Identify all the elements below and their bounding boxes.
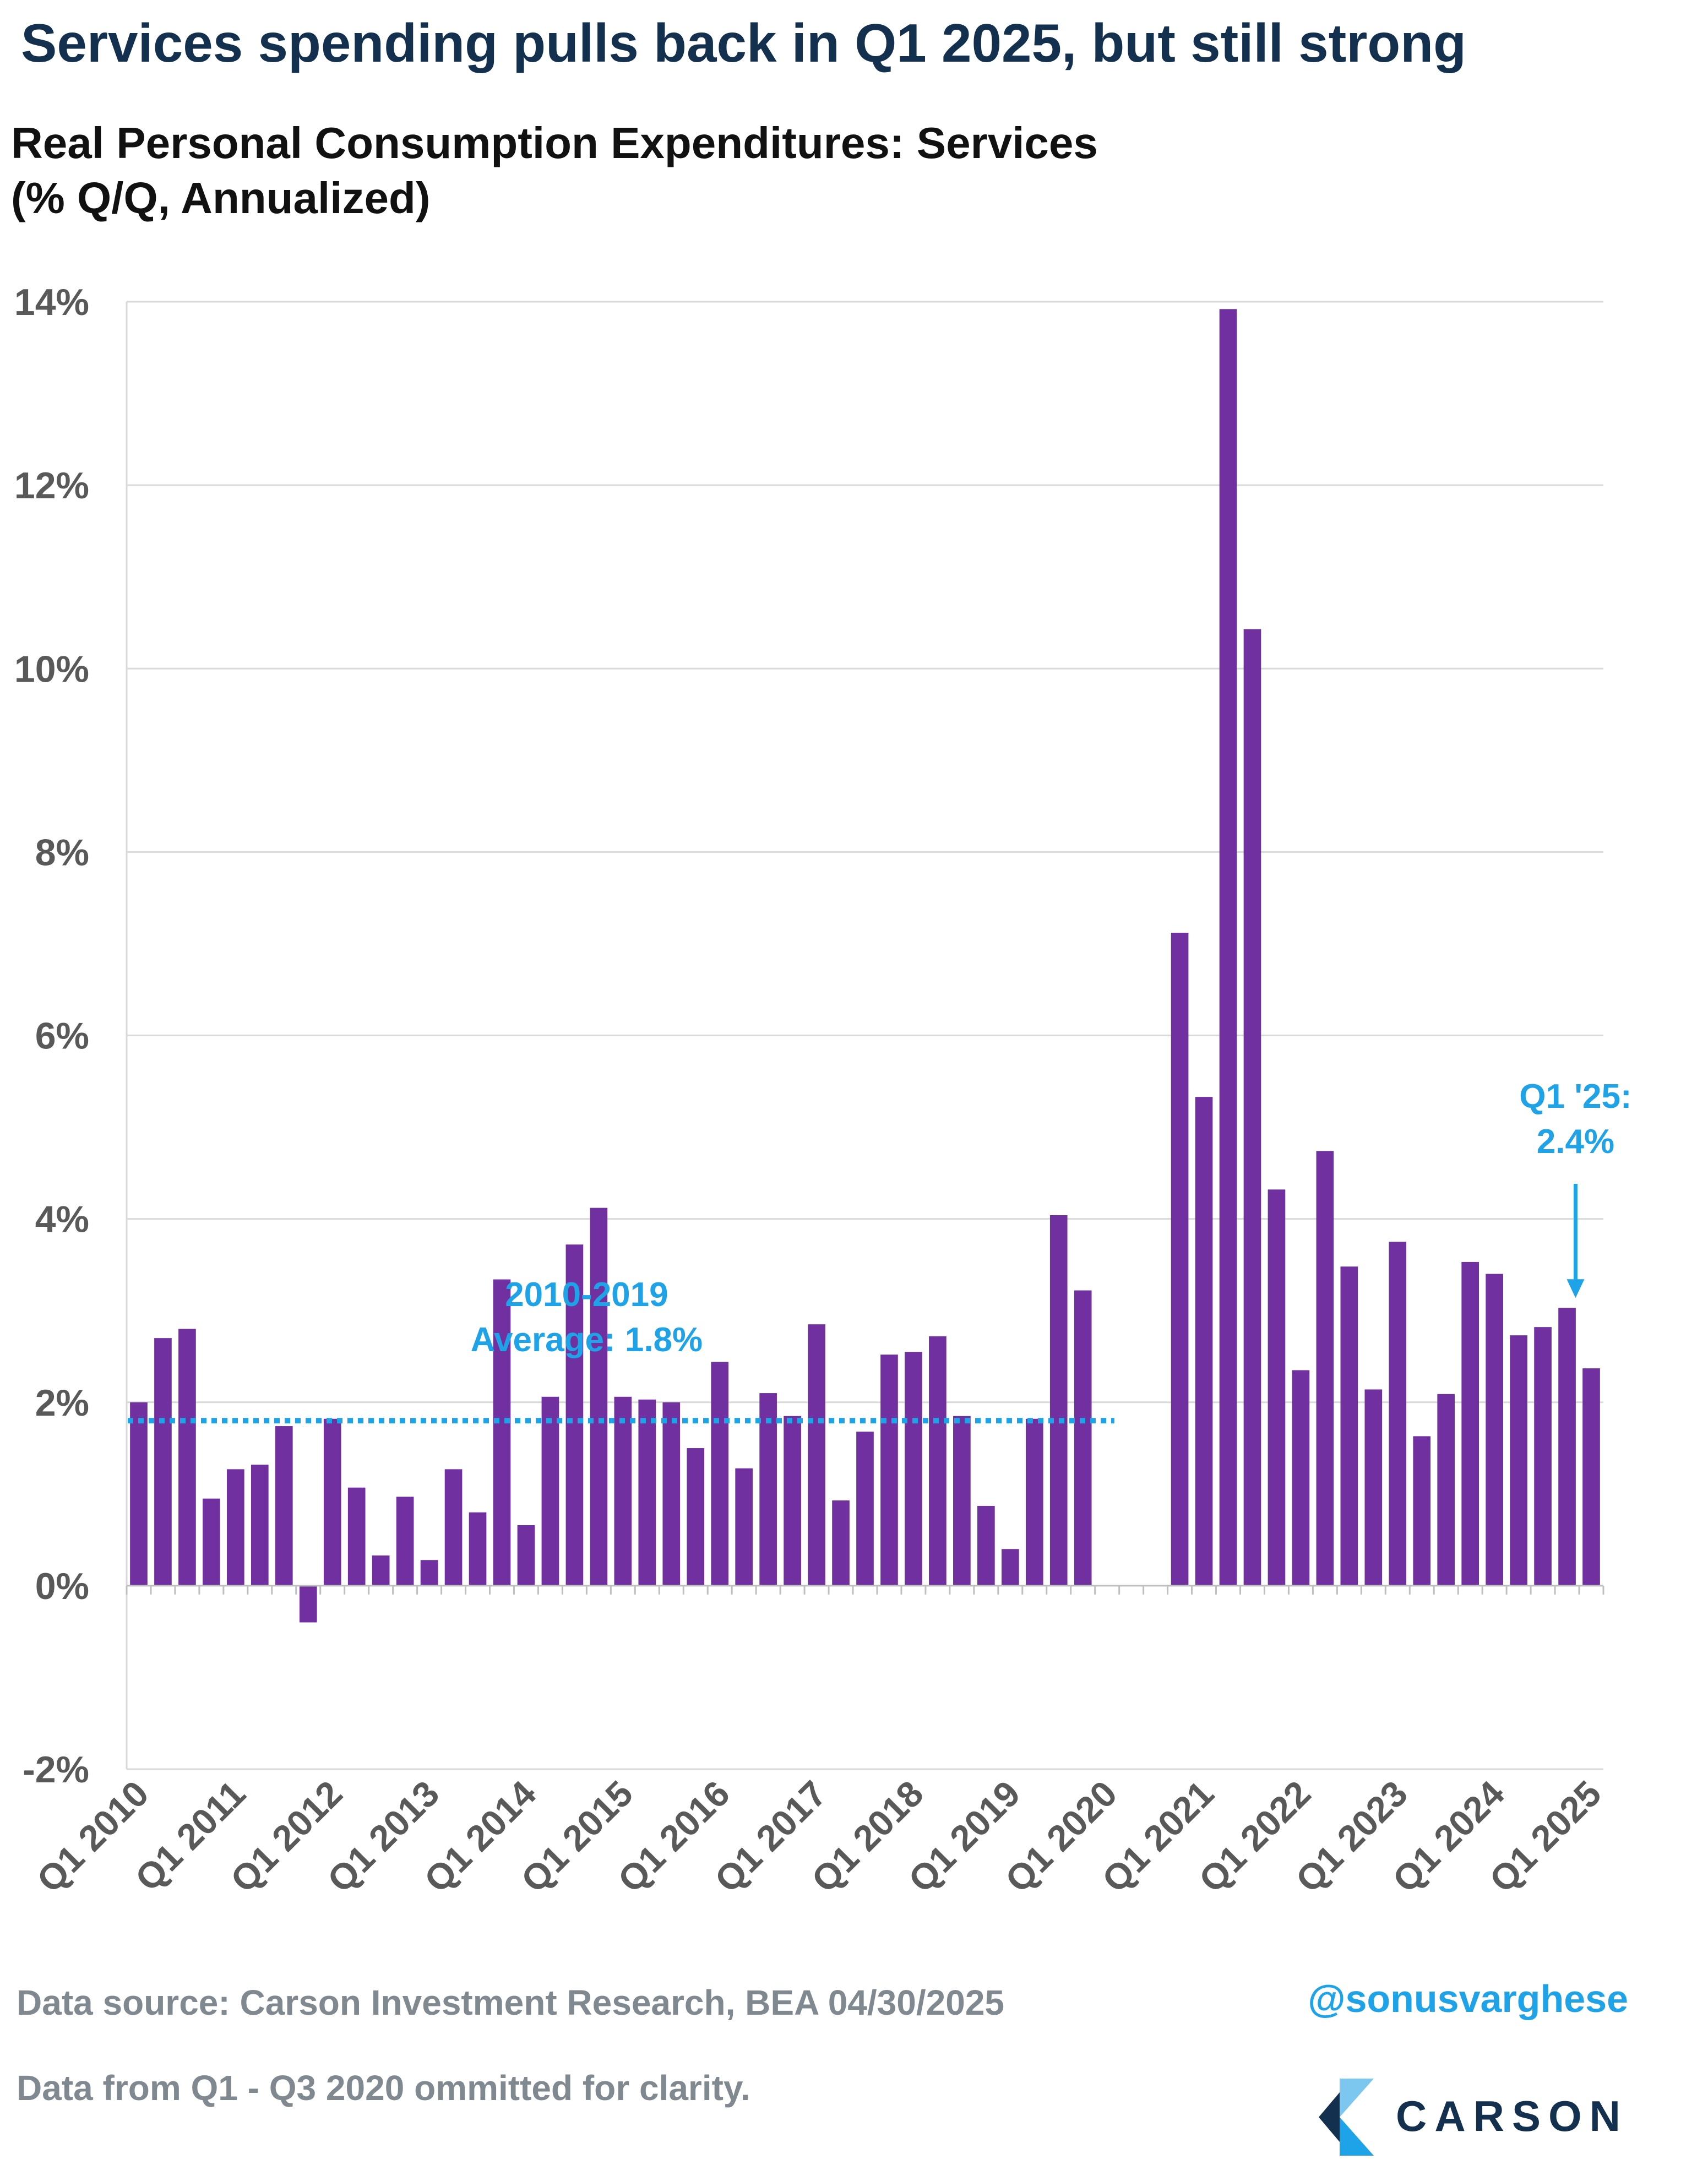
bar-q1-2019 [1001, 1549, 1019, 1586]
bar-q2-2018 [929, 1336, 947, 1586]
annotation-label: 2.4% [1537, 1123, 1614, 1161]
bar-q3-2014 [565, 1244, 584, 1586]
bar-q4-2017 [880, 1355, 898, 1586]
bar-q2-2024 [1510, 1335, 1527, 1586]
y-tick-label: 6% [35, 1015, 89, 1057]
bar-q2-2015 [638, 1399, 656, 1586]
bar-q4-2024 [1558, 1308, 1576, 1586]
bar-q2-2021 [1219, 309, 1237, 1586]
chart-title: Services spending pulls back in Q1 2025,… [21, 13, 1466, 73]
bar-q1-2015 [614, 1396, 632, 1586]
carson-logo: CARSON [1313, 2076, 1622, 2158]
bar-q4-2018 [977, 1505, 995, 1586]
y-tick-label: -2% [23, 1749, 89, 1791]
y-tick-label: 2% [35, 1382, 89, 1424]
bar-q1-2016 [711, 1362, 729, 1586]
bar-q2-2022 [1316, 1151, 1334, 1586]
annotations: Q1 '25: 2.4% [1519, 1078, 1632, 1298]
carson-logo-icon [1319, 2079, 1374, 2156]
reference-line-label: 2010-2019 [505, 1276, 668, 1314]
y-axis-labels: -2% 0% 2% 4% 6% 8% 10% 12% 14% [14, 281, 89, 1791]
bar-series [130, 309, 1600, 1623]
bar-q3-2018 [953, 1416, 971, 1586]
bar-q4-2014 [590, 1208, 608, 1586]
bar-q2-2014 [541, 1396, 559, 1586]
bar-q3-2022 [1340, 1266, 1358, 1586]
bar-q4-2010 [203, 1498, 220, 1586]
bar-q3-2010 [178, 1329, 196, 1586]
y-tick-label: 4% [35, 1199, 89, 1241]
annotation-arrow-head [1566, 1279, 1585, 1298]
bar-q2-2019 [1025, 1418, 1043, 1586]
source-note: Data source: Carson Investment Research,… [17, 1983, 1004, 2022]
bar-q4-2015 [687, 1448, 705, 1586]
bar-q4-2016 [784, 1416, 801, 1586]
reference-line-label: Average: 1.8% [471, 1321, 703, 1359]
author-handle: @sonusvarghese [1308, 1977, 1628, 2020]
bar-q3-2024 [1534, 1327, 1552, 1586]
bar-q1-2010 [130, 1402, 148, 1586]
omission-note: Data from Q1 - Q3 2020 ommitted for clar… [17, 2068, 750, 2108]
bar-q1-2025 [1582, 1368, 1600, 1586]
bar-q3-2013 [469, 1512, 487, 1586]
y-tick-label: 0% [35, 1565, 89, 1607]
bar-q2-2013 [444, 1469, 463, 1586]
bar-q1-2023 [1389, 1242, 1407, 1586]
bar-q4-2021 [1268, 1189, 1286, 1586]
bar-q1-2017 [808, 1324, 825, 1586]
gridlines [127, 301, 1603, 1770]
bar-q4-2020 [1171, 932, 1189, 1586]
y-tick-label: 8% [35, 831, 89, 873]
carson-logo-text: CARSON [1396, 2092, 1629, 2140]
bar-q3-2015 [662, 1402, 681, 1586]
bar-q1-2021 [1195, 1097, 1213, 1586]
bar-q4-2013 [493, 1279, 511, 1586]
bar-q1-2012 [323, 1418, 341, 1586]
bar-q2-2011 [251, 1465, 269, 1586]
bar-q4-2023 [1461, 1261, 1479, 1586]
bar-q3-2011 [275, 1426, 293, 1586]
y-tick-label: 10% [14, 648, 89, 690]
bar-q4-2019 [1074, 1290, 1092, 1586]
bar-q3-2023 [1437, 1394, 1455, 1586]
bar-q3-2017 [856, 1432, 874, 1586]
annotation-label: Q1 '25: [1519, 1078, 1631, 1116]
subtitle-line-2: (% Q/Q, Annualized) [11, 173, 431, 222]
bar-q4-2011 [299, 1585, 317, 1623]
bar-q1-2013 [420, 1560, 438, 1586]
bar-q3-2012 [372, 1555, 390, 1586]
x-tick-label: Q1 2010 [29, 1773, 156, 1900]
bar-q2-2017 [832, 1500, 850, 1586]
bar-q1-2011 [227, 1469, 244, 1586]
bar-q2-2012 [347, 1487, 366, 1586]
reference-line: 2010-2019 Average: 1.8% [128, 1276, 1114, 1424]
bar-q3-2019 [1049, 1215, 1068, 1586]
bar-q4-2022 [1364, 1389, 1383, 1586]
bar-q3-2016 [759, 1393, 777, 1586]
chart-subtitle: Real Personal Consumption Expenditures: … [11, 116, 1098, 226]
bar-q1-2014 [517, 1525, 535, 1586]
bar-q1-2018 [905, 1352, 922, 1586]
y-tick-label: 14% [14, 281, 89, 323]
bar-q3-2021 [1243, 629, 1261, 1586]
y-tick-label: 12% [14, 465, 89, 507]
bar-q1-2024 [1486, 1274, 1503, 1586]
bar-q1-2022 [1292, 1370, 1310, 1586]
bar-q2-2023 [1413, 1436, 1431, 1586]
bar-q2-2016 [735, 1468, 753, 1586]
axes [126, 302, 1604, 1769]
bar-q4-2012 [396, 1497, 414, 1586]
subtitle-line-1: Real Personal Consumption Expenditures: … [11, 118, 1098, 167]
bar-q2-2010 [154, 1338, 172, 1586]
